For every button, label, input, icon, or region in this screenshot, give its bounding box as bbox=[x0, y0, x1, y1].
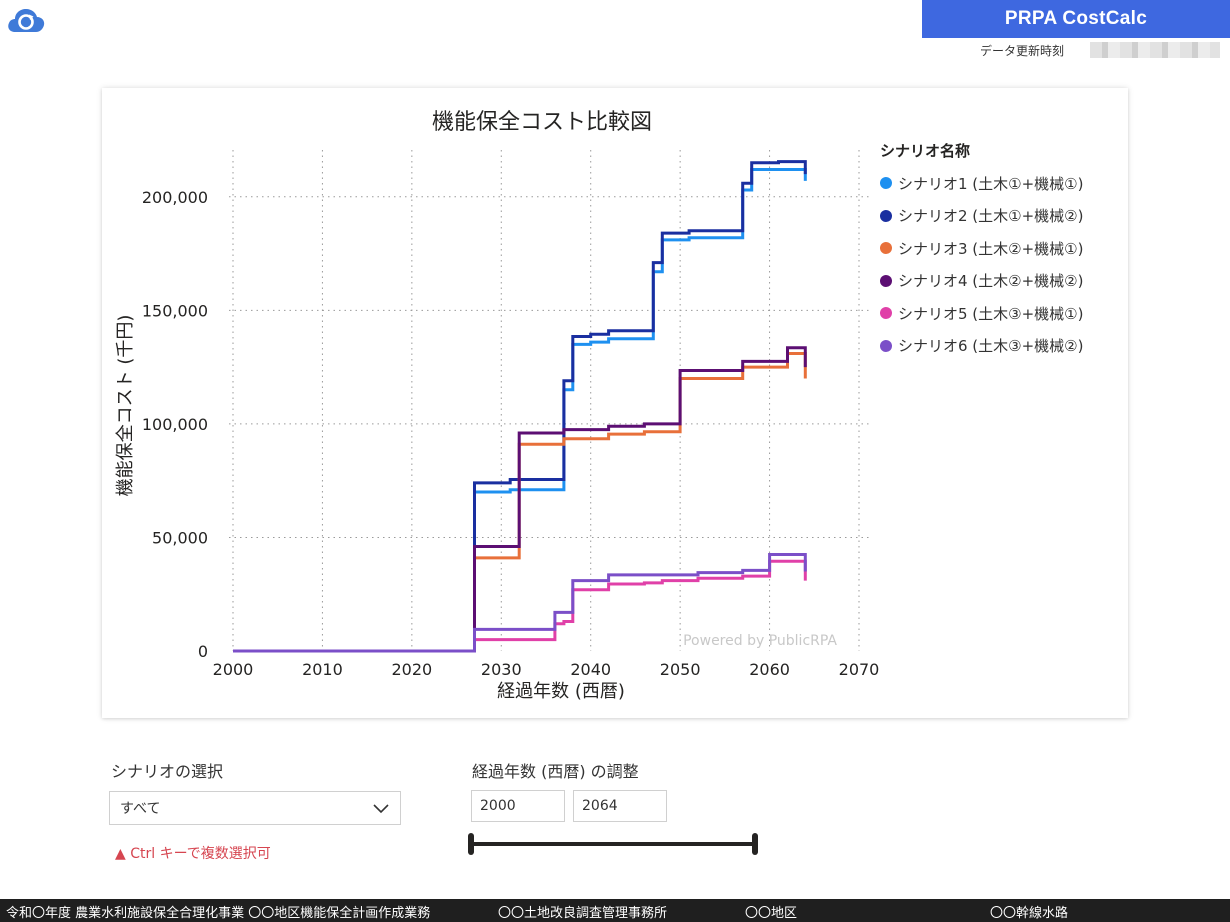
scenario-select-label: シナリオの選択 bbox=[111, 762, 224, 781]
y-tick-label: 200,000 bbox=[142, 188, 208, 207]
legend-dot-icon bbox=[880, 307, 892, 320]
scenario-dropdown-value: すべて bbox=[120, 801, 161, 817]
footer-district: 〇〇地区 bbox=[745, 906, 798, 921]
year-start-input[interactable] bbox=[471, 790, 565, 822]
year-range-label: 経過年数 (西暦) の調整 bbox=[472, 762, 639, 781]
legend-dot-icon bbox=[880, 242, 892, 255]
x-tick-label: 2030 bbox=[481, 660, 522, 679]
year-end-input[interactable] bbox=[573, 790, 667, 822]
legend-label: シナリオ6 (土木③+機械②) bbox=[898, 337, 1084, 356]
x-tick-label: 2010 bbox=[302, 660, 343, 679]
x-axis-label: 経過年数 (西暦) bbox=[497, 681, 625, 702]
legend-item-3[interactable]: シナリオ3 (土木②+機械①) bbox=[880, 232, 1120, 265]
year-range-slider-track[interactable] bbox=[472, 842, 756, 846]
y-tick-label: 100,000 bbox=[142, 415, 208, 434]
y-tick-label: 50,000 bbox=[152, 528, 208, 547]
legend-label: シナリオ5 (土木③+機械①) bbox=[898, 304, 1084, 323]
x-tick-label: 2070 bbox=[839, 660, 880, 679]
legend-title: シナリオ名称 bbox=[880, 142, 971, 160]
legend-dot-icon bbox=[880, 339, 892, 352]
legend: シナリオ名称 シナリオ1 (土木①+機械①) シナリオ2 (土木①+機械②) シナリ… bbox=[880, 140, 1120, 362]
cost-chart: 2000 2010 2020 2030 2040 2050 2060 2070 0 50,000 1… bbox=[115, 150, 880, 702]
chevron-down-icon bbox=[373, 804, 389, 814]
y-tick-label: 0 bbox=[198, 642, 208, 661]
series-line-3 bbox=[233, 352, 807, 653]
update-time-value bbox=[1090, 42, 1220, 58]
brand-banner: PRPA CostCalc bbox=[922, 0, 1230, 38]
legend-item-6[interactable]: シナリオ6 (土木③+機械②) bbox=[880, 330, 1120, 363]
x-tick-label: 2000 bbox=[213, 660, 254, 679]
legend-item-4[interactable]: シナリオ4 (土木②+機械②) bbox=[880, 265, 1120, 298]
chart-title: 機能保全コスト比較図 bbox=[431, 110, 652, 135]
legend-item-5[interactable]: シナリオ5 (土木③+機械①) bbox=[880, 297, 1120, 330]
legend-item-1[interactable]: シナリオ1 (土木①+機械①) bbox=[880, 167, 1120, 200]
legend-dot-icon bbox=[880, 177, 892, 190]
legend-label: シナリオ2 (土木①+機械②) bbox=[898, 207, 1084, 226]
legend-label: シナリオ4 (土木②+機械②) bbox=[898, 272, 1084, 291]
series-line-6 bbox=[233, 553, 807, 653]
update-time-label: データ更新時刻 bbox=[980, 44, 1065, 58]
footer-bar: 令和〇年度 農業水利施設保全合理化事業 〇〇地区機能保全計画作成業務 〇〇土地改… bbox=[0, 899, 1230, 922]
series-line-2 bbox=[233, 160, 807, 653]
legend-items: シナリオ1 (土木①+機械①) シナリオ2 (土木①+機械②) シナリオ3 (土木②… bbox=[880, 167, 1120, 362]
year-range-start-handle[interactable] bbox=[468, 833, 474, 855]
x-tick-label: 2020 bbox=[391, 660, 432, 679]
legend-label: シナリオ3 (土木②+機械①) bbox=[898, 239, 1084, 258]
chart-card: 機能保全コスト比較図 2000 2010 2020 2030 2040 2050 2060 2… bbox=[102, 88, 1128, 718]
legend-dot-icon bbox=[880, 274, 892, 287]
footer-canal: 〇〇幹線水路 bbox=[990, 906, 1069, 921]
series-line-4 bbox=[233, 346, 807, 653]
powered-by-watermark: Powered by PublicRPA bbox=[683, 633, 837, 649]
scenario-dropdown[interactable]: すべて bbox=[109, 791, 401, 825]
footer-office: 〇〇土地改良調査管理事務所 bbox=[498, 906, 668, 921]
legend-label: シナリオ1 (土木①+機械①) bbox=[898, 174, 1084, 193]
footer-project: 令和〇年度 農業水利施設保全合理化事業 〇〇地区機能保全計画作成業務 bbox=[6, 906, 431, 921]
x-tick-label: 2060 bbox=[749, 660, 790, 679]
y-tick-label: 150,000 bbox=[142, 301, 208, 320]
y-axis-label: 機能保全コスト (千円) bbox=[115, 315, 136, 497]
year-range-end-handle[interactable] bbox=[752, 833, 758, 855]
legend-item-2[interactable]: シナリオ2 (土木①+機械②) bbox=[880, 200, 1120, 233]
cloud-refresh-icon[interactable] bbox=[6, 4, 46, 36]
multi-select-hint: ▲ Ctrl キーで複数選択可 bbox=[115, 846, 271, 862]
x-tick-label: 2040 bbox=[570, 660, 611, 679]
x-tick-label: 2050 bbox=[660, 660, 701, 679]
legend-dot-icon bbox=[880, 209, 892, 222]
